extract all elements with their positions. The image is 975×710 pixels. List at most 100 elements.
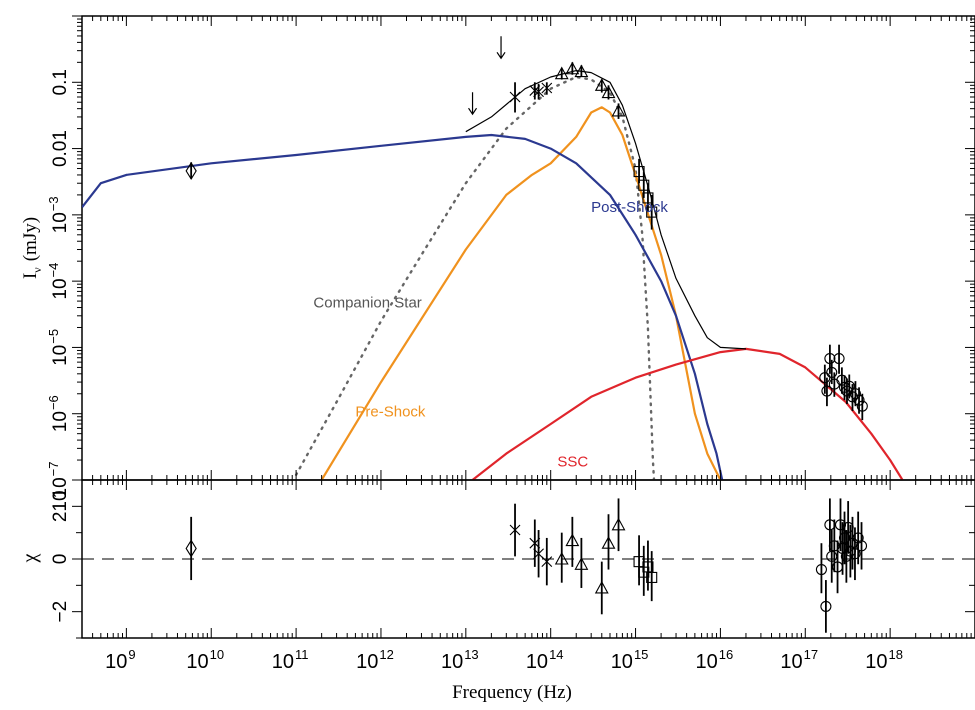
- series-line-post-shock: [82, 133, 724, 480]
- sed-y-axis-symbol: I: [20, 273, 41, 279]
- data-point-triangle: [565, 533, 580, 547]
- series-line-pre-shock: [320, 106, 722, 480]
- data-point-diamond: [185, 161, 197, 180]
- x-tick-label: 1018: [865, 647, 903, 673]
- residual-data-points: [185, 498, 868, 633]
- data-point-circle: [846, 391, 859, 403]
- sed-annotations: Companion Star Pre-Shock Post-Shock SSC: [313, 199, 668, 470]
- data-point-circle: [852, 532, 864, 544]
- data-point-cross: [509, 91, 521, 103]
- data-point-triangle: [554, 66, 569, 80]
- series-line-ssc: [471, 347, 904, 480]
- data-point-circle: [855, 540, 868, 552]
- data-point-circle: [820, 600, 832, 612]
- x-tick-label: 109: [105, 647, 135, 673]
- sed-curves: [82, 70, 904, 480]
- sed-x-ticks: [81, 16, 975, 480]
- x-tick-exponent: 14: [549, 647, 563, 662]
- y-tick-label: 0.01: [50, 130, 71, 167]
- data-point-triangle: [601, 536, 616, 549]
- data-point-square: [646, 571, 658, 583]
- x-tick-label: 1010: [186, 647, 224, 673]
- data-point-circle: [849, 548, 861, 560]
- data-point-triangle: [594, 78, 609, 91]
- residual-y-axis-label: χ: [19, 553, 41, 563]
- x-tick-label: 1016: [696, 647, 734, 673]
- x-tick-exponent: 11: [295, 647, 309, 662]
- x-tick-label: 1011: [272, 647, 309, 673]
- data-point-triangle: [554, 551, 569, 565]
- y-tick-label: −2: [50, 601, 71, 623]
- data-point-circle: [849, 388, 861, 400]
- upper-limit-arrow: [468, 92, 478, 116]
- y-tick-label: 10−4: [46, 263, 71, 300]
- x-tick-label: 1015: [611, 647, 649, 673]
- data-point-triangle: [574, 64, 589, 78]
- sed-y-axis-subscript: ν: [30, 267, 44, 273]
- data-point-triangle: [601, 85, 616, 99]
- series-line-total: [465, 70, 747, 350]
- series-line-companion-star: [294, 75, 656, 480]
- x-tick-exponent: 10: [210, 647, 224, 662]
- curve-label: SSC: [557, 453, 588, 470]
- y-tick-exponent: −3: [46, 196, 61, 211]
- upper-limit-arrow: [496, 36, 506, 60]
- sed-panel: Companion Star Pre-Shock Post-Shock SSC 10−…: [20, 15, 975, 498]
- x-tick-exponent: 16: [719, 647, 733, 662]
- data-point-circle: [819, 372, 831, 384]
- y-tick-label: 10−5: [46, 329, 71, 366]
- curve-label: Companion Star: [313, 295, 421, 312]
- data-point-cross: [541, 82, 553, 94]
- data-point-circle: [856, 400, 868, 412]
- curve-label: Post-Shock: [591, 199, 668, 216]
- sed-plot-frame: [81, 15, 975, 481]
- data-point-circle: [833, 352, 845, 365]
- data-point-circle: [834, 519, 847, 531]
- y-tick-label: 210: [50, 490, 71, 522]
- x-tick-label: 1017: [780, 647, 818, 673]
- x-tick-exponent: 9: [128, 647, 135, 662]
- data-point-triangle: [565, 61, 580, 75]
- y-tick-exponent: −6: [46, 395, 61, 410]
- sed-y-axis-unit: (mJy): [20, 217, 41, 261]
- data-point-circle: [821, 385, 833, 397]
- y-tick-label: 10−3: [46, 196, 71, 233]
- data-point-triangle: [574, 557, 589, 570]
- x-tick-exponent: 13: [464, 647, 478, 662]
- data-point-triangle: [611, 517, 626, 531]
- y-tick-exponent: −7: [46, 462, 61, 477]
- y-tick-label: 0.1: [50, 69, 71, 95]
- data-point-cross: [509, 524, 521, 536]
- residual-y-axis: −2 0 210: [50, 479, 975, 639]
- y-tick-exponent: −4: [46, 263, 61, 278]
- data-point-square: [642, 192, 654, 204]
- data-point-circle: [853, 394, 865, 406]
- x-axis-label: Frequency (Hz): [452, 682, 572, 703]
- sed-y-axis-label: Iν (mJy): [20, 217, 44, 279]
- data-point-circle: [828, 540, 840, 552]
- data-point-diamond: [185, 539, 197, 558]
- y-tick-label: 0: [50, 554, 71, 565]
- x-tick-label: 1012: [356, 647, 394, 673]
- data-point-cross: [533, 86, 544, 98]
- sed-data-points: [185, 36, 868, 421]
- x-tick-label: 1013: [441, 647, 479, 673]
- y-tick-label: 10−6: [46, 395, 71, 432]
- x-tick-exponent: 15: [634, 647, 648, 662]
- data-point-circle: [843, 380, 855, 392]
- data-point-circle: [824, 352, 836, 365]
- x-tick-exponent: 12: [379, 647, 393, 662]
- data-point-cross: [541, 556, 553, 568]
- curve-label: Pre-Shock: [355, 404, 426, 421]
- data-point-square: [646, 206, 658, 218]
- data-point-triangle: [611, 103, 626, 117]
- x-tick-exponent: 17: [804, 647, 818, 662]
- y-tick-exponent: −5: [46, 329, 61, 344]
- x-tick-exponent: 18: [889, 647, 903, 662]
- sed-y-axis: 10−710−610−510−410−30.010.1: [46, 15, 975, 498]
- data-point-circle: [826, 366, 838, 378]
- data-point-triangle: [594, 580, 609, 594]
- data-point-circle: [815, 563, 827, 576]
